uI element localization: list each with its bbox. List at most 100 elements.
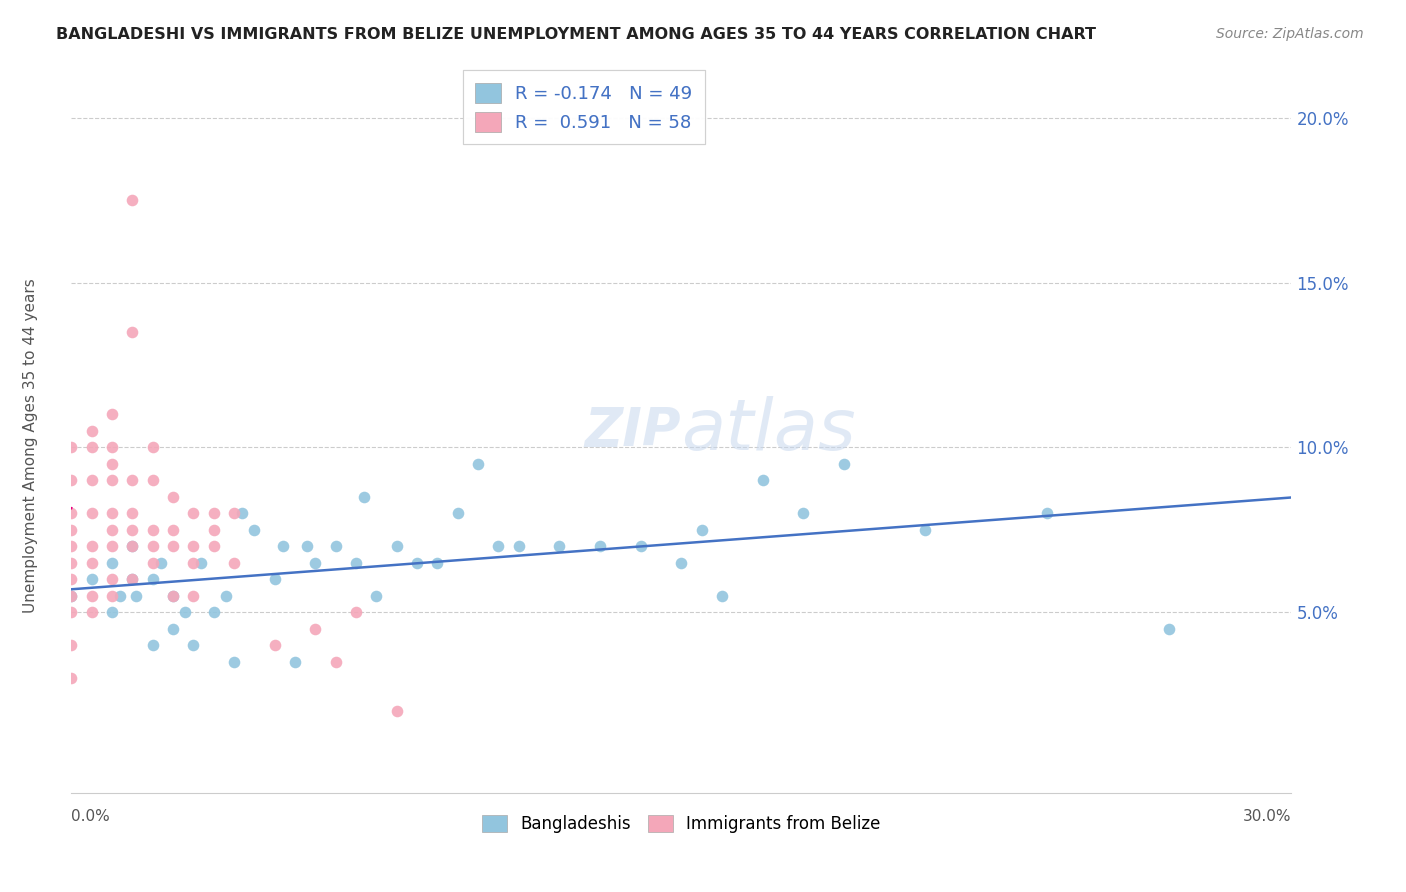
Point [295,539,318,553]
Point [60,474,83,488]
Point [60,523,83,537]
Point [181,638,204,652]
Point [162,622,184,636]
Point [101,589,124,603]
Point [202,523,225,537]
Point [80,539,103,553]
Point [142,638,165,652]
Text: atlas: atlas [682,396,856,466]
Point [80,441,103,455]
Point [142,556,165,570]
Point [121,523,143,537]
Point [121,194,143,208]
Point [406,556,429,570]
Point [142,474,165,488]
Point [121,474,143,488]
Point [711,589,734,603]
Point [60,605,83,619]
Point [222,556,245,570]
Point [181,506,204,520]
Point [80,424,103,438]
Point [222,655,245,669]
Point [121,572,143,586]
Point [101,523,124,537]
Text: BANGLADESHI VS IMMIGRANTS FROM BELIZE UNEMPLOYMENT AMONG AGES 35 TO 44 YEARS COR: BANGLADESHI VS IMMIGRANTS FROM BELIZE UN… [56,27,1097,42]
Point [101,408,124,422]
Point [751,474,773,488]
Point [690,523,713,537]
Point [108,589,131,603]
Point [101,506,124,520]
Point [101,441,124,455]
Point [101,556,124,570]
Point [263,638,285,652]
Point [832,457,855,471]
Point [630,539,652,553]
Point [60,441,83,455]
Point [80,556,103,570]
Legend: R = -0.174   N = 49, R =  0.591   N = 58: R = -0.174 N = 49, R = 0.591 N = 58 [463,70,704,145]
Point [914,523,936,537]
Point [1159,622,1181,636]
Point [142,572,165,586]
Point [162,589,184,603]
Text: Unemployment Among Ages 35 to 44 years: Unemployment Among Ages 35 to 44 years [24,278,38,614]
Point [80,506,103,520]
Point [366,589,388,603]
Point [60,589,83,603]
Point [121,325,143,339]
Point [304,556,326,570]
Point [446,506,468,520]
Text: ZIP: ZIP [585,405,682,457]
Point [60,539,83,553]
Point [121,539,143,553]
Point [231,506,253,520]
Point [263,572,285,586]
Point [101,457,124,471]
Point [671,556,693,570]
Point [80,605,103,619]
Point [125,589,148,603]
Point [325,539,347,553]
Point [60,638,83,652]
Point [121,539,143,553]
Point [486,539,509,553]
Point [385,704,408,718]
Point [60,556,83,570]
Point [792,506,814,520]
Point [80,474,103,488]
Point [181,589,204,603]
Point [60,506,83,520]
Point [385,539,408,553]
Point [162,523,184,537]
Point [215,589,238,603]
Point [174,605,197,619]
Point [101,474,124,488]
Point [80,589,103,603]
Text: 30.0%: 30.0% [1243,809,1292,824]
Point [508,539,530,553]
Point [60,572,83,586]
Point [304,622,326,636]
Point [121,572,143,586]
Point [101,572,124,586]
Point [142,523,165,537]
Point [101,605,124,619]
Point [243,523,266,537]
Point [284,655,307,669]
Point [426,556,449,570]
Point [202,539,225,553]
Point [548,539,571,553]
Text: 0.0%: 0.0% [72,809,110,824]
Point [202,605,225,619]
Point [344,556,367,570]
Point [149,556,172,570]
Point [1036,506,1059,520]
Point [60,671,83,685]
Point [190,556,212,570]
Point [162,490,184,504]
Point [353,490,375,504]
Point [162,539,184,553]
Point [589,539,612,553]
Point [271,539,294,553]
